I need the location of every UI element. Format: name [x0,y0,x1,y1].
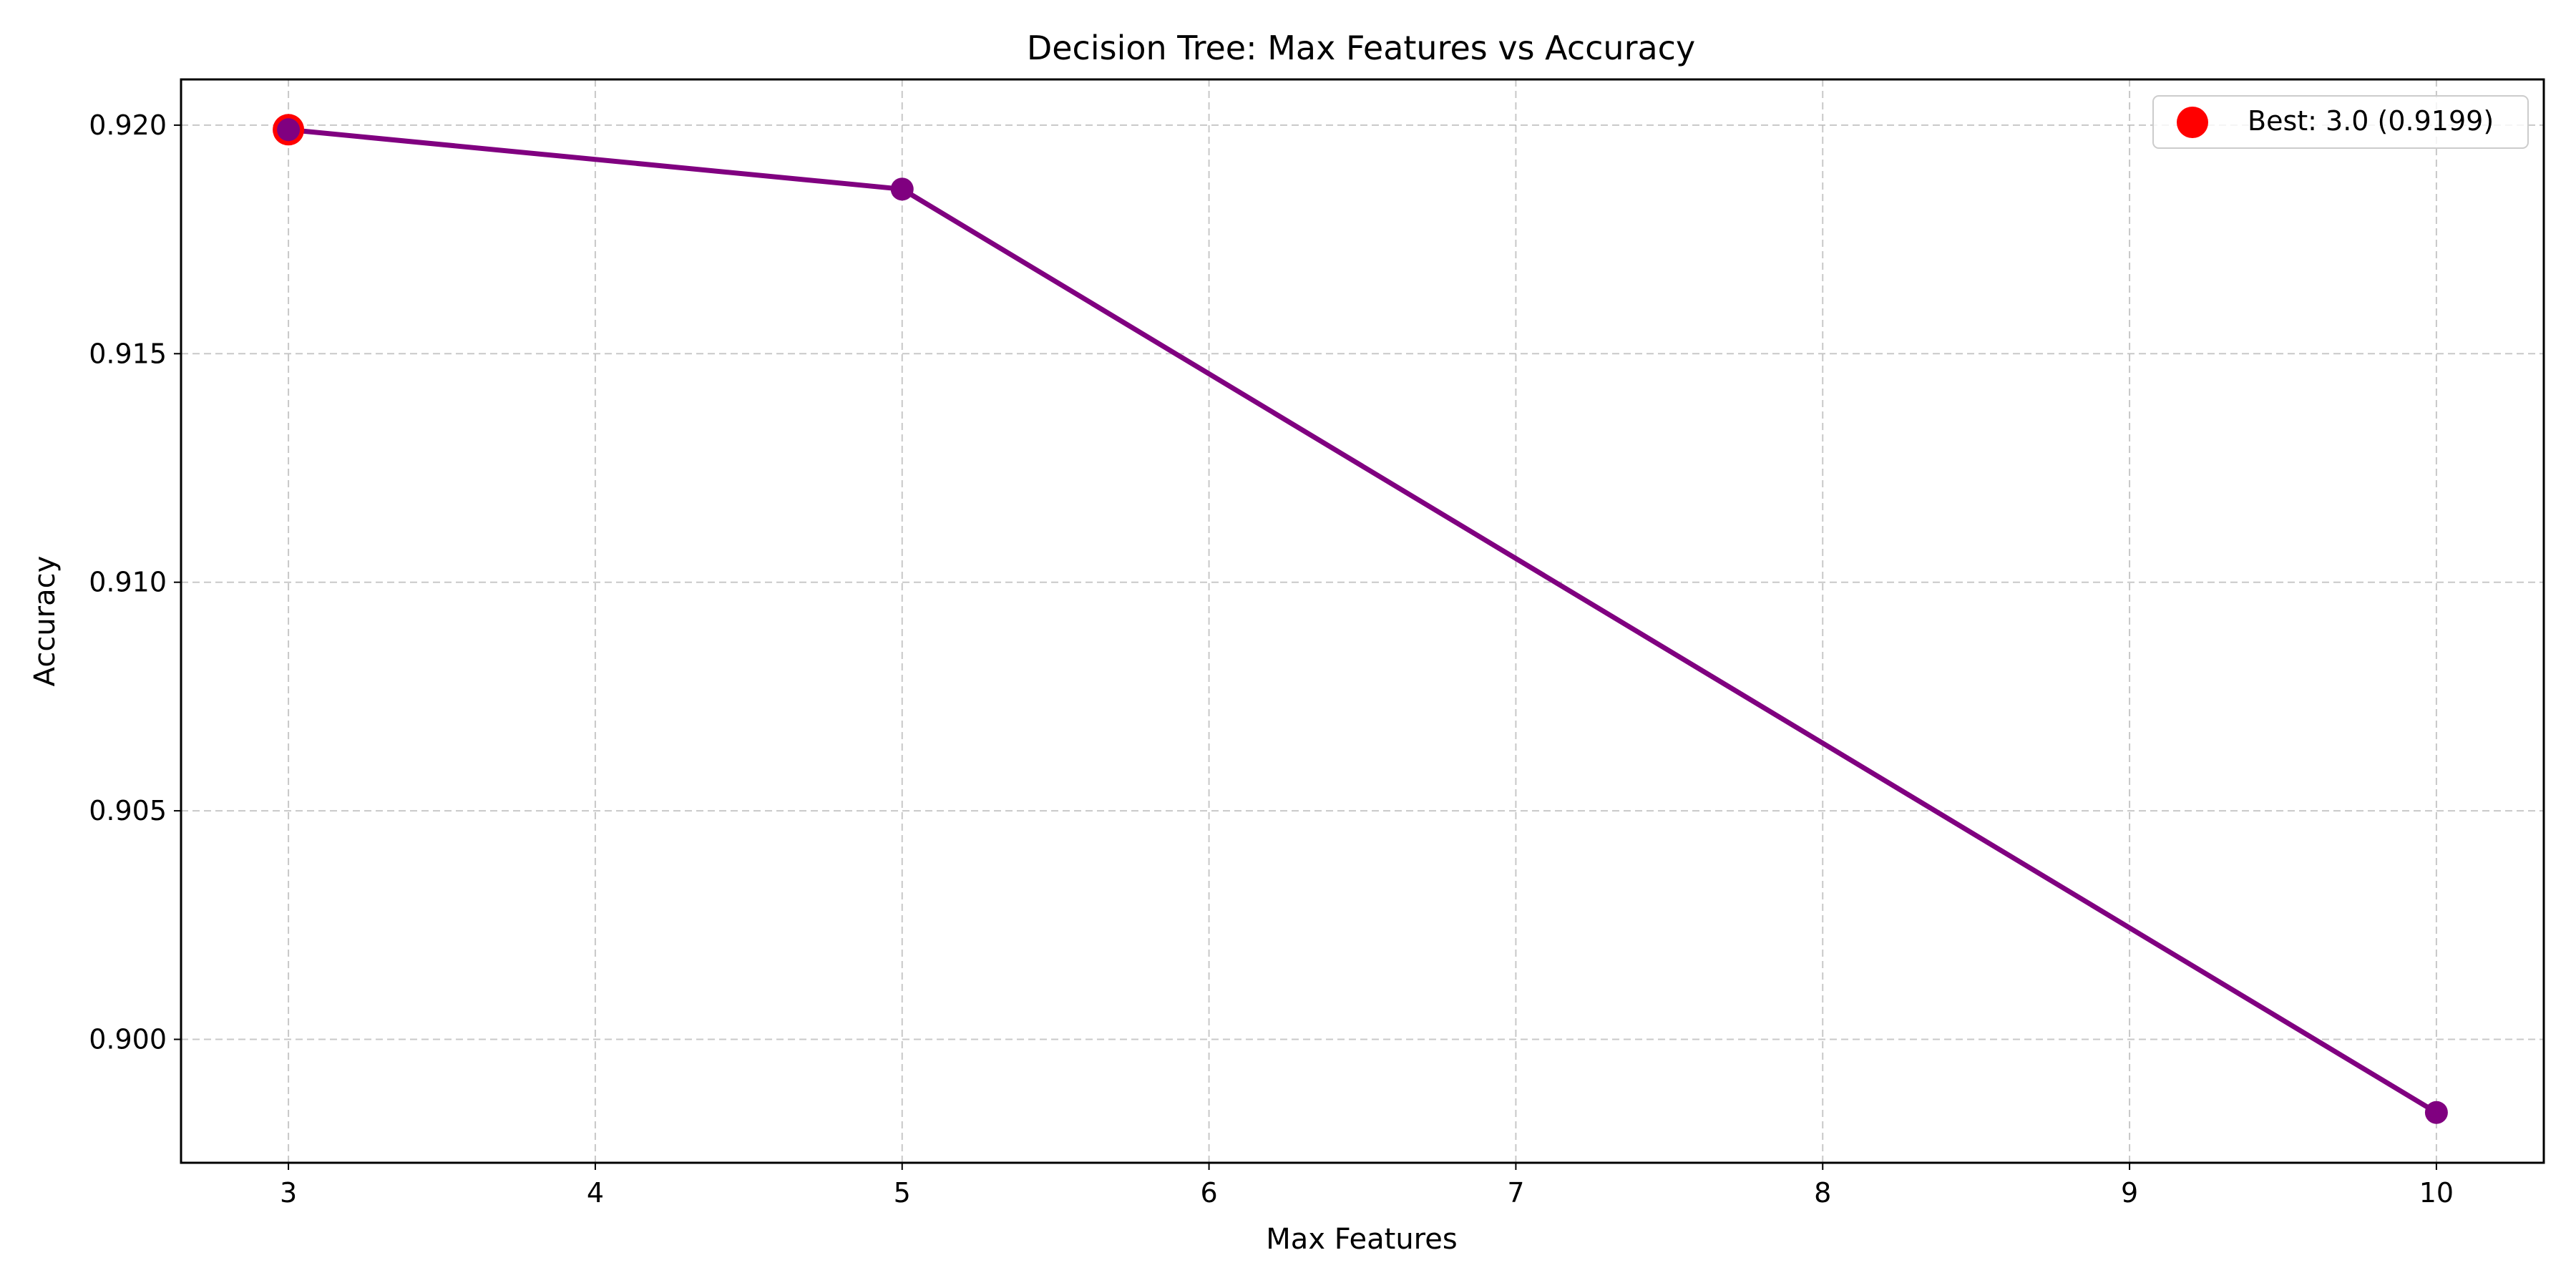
y-axis: 0.900 0.905 0.910 0.915 0.920 [89,109,181,1055]
data-point [277,118,301,142]
x-tick-label: 3 [280,1177,297,1209]
x-tick-label: 8 [1814,1177,1831,1209]
x-tick-label: 4 [587,1177,604,1209]
x-tick-label: 5 [894,1177,911,1209]
y-tick-label: 0.920 [89,109,167,141]
plot-frame [180,78,2545,1164]
y-tick-label: 0.915 [89,338,167,369]
x-tick-label: 10 [2419,1177,2454,1209]
y-axis-label: Accuracy [29,556,62,687]
legend-marker-best [2177,107,2208,138]
x-axis-label: Max Features [1266,1223,1457,1256]
x-tick-label: 6 [1200,1177,1217,1209]
legend-frame [2152,95,2529,149]
legend-label-best: Best: 3.0 (0.9199) [2248,105,2494,137]
x-tick-label: 9 [2121,1177,2138,1209]
data-point [890,177,914,201]
x-axis: 3 4 5 6 7 8 9 10 [280,1163,2454,1209]
data-point [2424,1101,2448,1124]
legend: Best: 3.0 (0.9199) [2152,95,2529,149]
grid-lines [181,79,2544,1163]
chart-title: Decision Tree: Max Features vs Accuracy [1027,29,1695,67]
series-points [277,118,2448,1124]
x-tick-label: 7 [1507,1177,1524,1209]
y-tick-label: 0.900 [89,1024,167,1055]
y-tick-label: 0.905 [89,795,167,826]
y-tick-label: 0.910 [89,567,167,598]
